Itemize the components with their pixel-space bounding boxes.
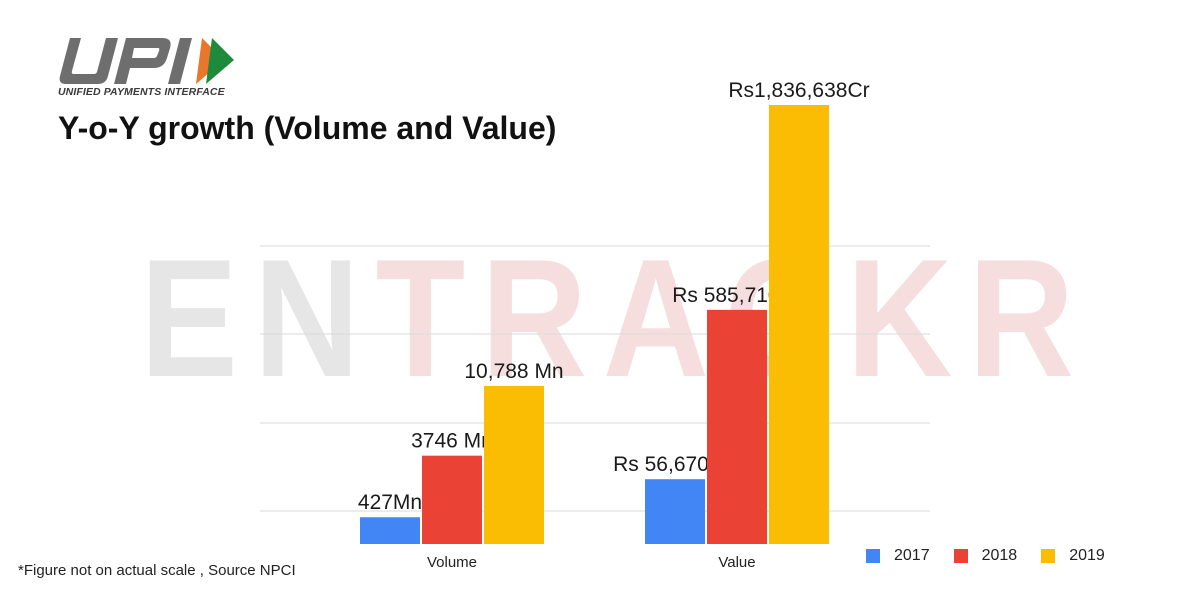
legend-swatch-2017 xyxy=(866,549,880,563)
legend: 2017 2018 2019 xyxy=(866,547,1105,565)
logo-caption: UNIFIED PAYMENTS INTERFACE xyxy=(58,86,225,98)
category-label-value: Value xyxy=(718,554,755,571)
data-label-volume-2018: 3746 Mn xyxy=(411,430,493,453)
legend-label-2018: 2018 xyxy=(981,547,1018,564)
legend-swatch-2019 xyxy=(1041,549,1056,563)
legend-item-2017: 2017 xyxy=(866,547,930,565)
legend-label-2019: 2019 xyxy=(1069,547,1105,564)
bar-volume-2019 xyxy=(484,385,544,544)
data-label-volume-2019: 10,788 Mn xyxy=(464,360,563,383)
data-label-volume-2017: 427Mn xyxy=(358,491,422,514)
legend-swatch-2018 xyxy=(953,549,968,563)
upi-logo xyxy=(56,32,246,102)
data-label-value-2017: Rs 56,670 Cr xyxy=(613,453,737,476)
legend-label-2017: 2017 xyxy=(894,547,930,564)
bar-volume-2017 xyxy=(360,517,420,544)
upi-logo-mark xyxy=(59,38,234,84)
bar-volume-2018 xyxy=(422,455,482,544)
footnote: *Figure not on actual scale , Source NPC… xyxy=(18,562,296,579)
bar-value-2018 xyxy=(707,309,767,544)
bar-value-2017 xyxy=(645,479,705,544)
legend-item-2019: 2019 xyxy=(1041,547,1105,565)
data-label-value-2019: Rs1,836,638Cr xyxy=(728,79,869,102)
chart-title: Y-o-Y growth (Volume and Value) xyxy=(58,110,557,146)
category-label-volume: Volume xyxy=(427,554,477,571)
bar-value-2019 xyxy=(769,105,829,544)
legend-item-2018: 2018 xyxy=(953,547,1018,565)
